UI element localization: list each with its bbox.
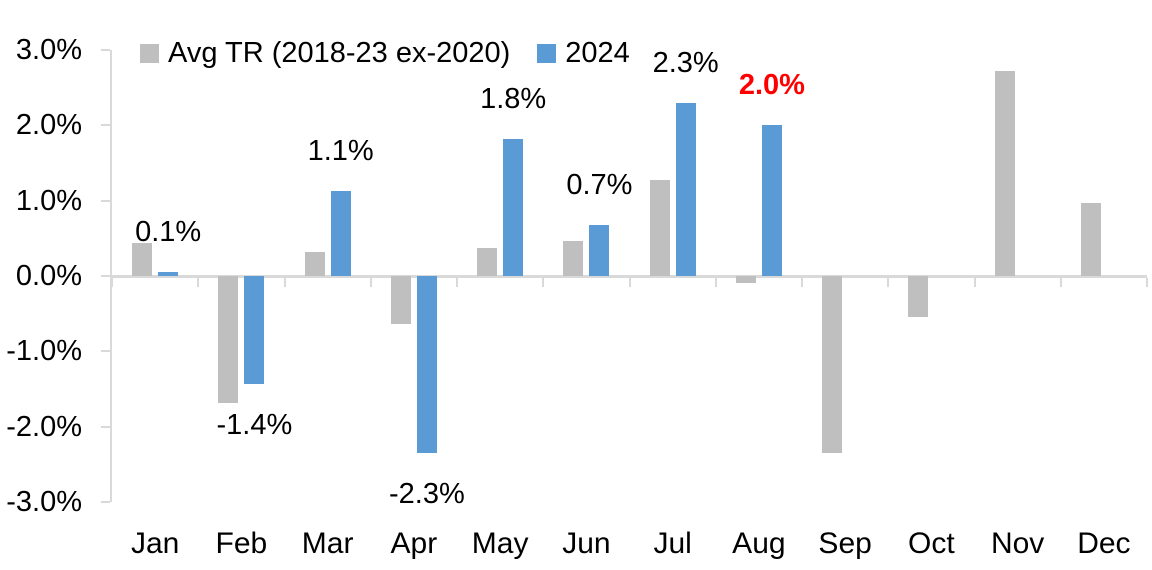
y-tick-label-20: 2.0% bbox=[15, 109, 82, 142]
x-tick-label-aug: Aug bbox=[732, 527, 786, 560]
x-axis-tick bbox=[283, 277, 286, 287]
bar-2024-jun bbox=[589, 224, 610, 276]
x-axis-tick bbox=[369, 277, 372, 287]
data-label-aug: 2.0% bbox=[738, 69, 805, 102]
data-label-jul: 2.3% bbox=[652, 46, 719, 79]
x-axis-tick bbox=[714, 277, 717, 287]
bar-avg-nov bbox=[994, 71, 1015, 276]
x-axis-tick bbox=[111, 277, 113, 287]
bar-2024-aug bbox=[761, 125, 782, 276]
bar-2024-may bbox=[503, 138, 524, 276]
bar-avg-jun bbox=[563, 241, 584, 276]
x-tick-label-jan: Jan bbox=[130, 527, 180, 560]
legend-item-2024: 2024 bbox=[537, 38, 630, 68]
bar-avg-dec bbox=[1080, 202, 1101, 276]
data-label-feb: -1.4% bbox=[216, 408, 293, 441]
bar-2024-jul bbox=[675, 102, 696, 276]
x-axis-tick bbox=[456, 277, 458, 287]
data-label-mar: 1.1% bbox=[307, 134, 374, 167]
bar-2024-apr bbox=[416, 276, 437, 454]
legend-swatch-avg bbox=[140, 43, 159, 63]
data-label-jan: 0.1% bbox=[135, 216, 202, 249]
data-label-apr: -2.3% bbox=[388, 478, 465, 511]
x-tick-label-sep: Sep bbox=[818, 527, 872, 560]
bar-avg-jul bbox=[649, 180, 670, 276]
y-tick-label--10: -1.0% bbox=[6, 335, 82, 368]
x-axis-tick bbox=[887, 277, 890, 287]
bar-avg-may bbox=[477, 248, 498, 276]
bar-2024-mar bbox=[330, 190, 351, 276]
y-tick-label--30: -3.0% bbox=[6, 485, 82, 518]
y-axis-tick bbox=[101, 275, 110, 277]
y-axis-tick bbox=[101, 500, 110, 503]
bar-avg-mar bbox=[304, 251, 325, 276]
bar-avg-aug bbox=[735, 276, 756, 283]
x-tick-label-nov: Nov bbox=[990, 527, 1045, 560]
x-axis-tick bbox=[1059, 277, 1062, 287]
legend-item-avg: Avg TR (2018-23 ex-2020) bbox=[140, 38, 510, 68]
y-axis-tick bbox=[101, 49, 110, 51]
y-tick-label-10: 1.0% bbox=[15, 184, 82, 217]
x-tick-label-oct: Oct bbox=[908, 527, 955, 560]
x-tick-label-jul: Jul bbox=[653, 527, 692, 560]
x-axis-tick bbox=[973, 277, 976, 287]
x-axis-tick bbox=[1146, 277, 1148, 287]
bar-2024-feb bbox=[244, 276, 265, 384]
y-axis-tick bbox=[101, 199, 110, 202]
x-axis-tick bbox=[542, 277, 545, 287]
y-axis-tick bbox=[101, 425, 110, 428]
legend-swatch-2024 bbox=[537, 43, 557, 63]
data-label-jun: 0.7% bbox=[566, 168, 633, 201]
y-axis-tick bbox=[101, 350, 110, 353]
chart-legend: Avg TR (2018-23 ex-2020) 2024 bbox=[140, 38, 630, 68]
x-tick-label-may: May bbox=[471, 527, 529, 560]
bar-avg-sep bbox=[822, 276, 843, 454]
x-tick-label-feb: Feb bbox=[215, 527, 268, 560]
bar-avg-apr bbox=[390, 276, 411, 325]
x-axis-tick bbox=[801, 277, 803, 287]
x-tick-label-jun: Jun bbox=[562, 527, 611, 560]
x-tick-label-apr: Apr bbox=[390, 527, 438, 560]
y-axis-tick bbox=[101, 124, 110, 127]
legend-label-2024: 2024 bbox=[565, 37, 630, 69]
y-tick-label-00: 0.0% bbox=[15, 260, 82, 292]
bar-avg-oct bbox=[908, 276, 929, 318]
x-axis-tick bbox=[628, 277, 631, 287]
y-tick-label-30: 3.0% bbox=[15, 34, 82, 66]
x-tick-label-dec: Dec bbox=[1077, 527, 1131, 560]
x-axis-tick bbox=[197, 277, 200, 287]
legend-label-avg: Avg TR (2018-23 ex-2020) bbox=[168, 37, 511, 69]
x-axis-line bbox=[110, 274, 1147, 278]
data-label-may: 1.8% bbox=[480, 82, 547, 115]
bar-2024-jan bbox=[158, 272, 179, 276]
y-tick-label--20: -2.0% bbox=[6, 410, 82, 443]
bar-avg-feb bbox=[218, 276, 239, 404]
bar-avg-jan bbox=[132, 242, 153, 276]
x-tick-label-mar: Mar bbox=[301, 527, 354, 560]
